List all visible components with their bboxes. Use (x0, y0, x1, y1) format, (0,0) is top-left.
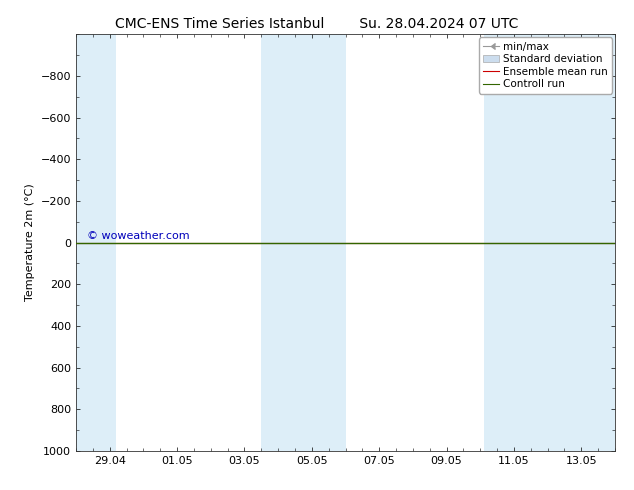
Bar (261, 34, 346, 451)
Legend: min/max, Standard deviation, Ensemble mean run, Controll run: min/max, Standard deviation, Ensemble me… (479, 37, 612, 94)
Text: CMC-ENS Time Series Istanbul        Su. 28.04.2024 07 UTC: CMC-ENS Time Series Istanbul Su. 28.04.2… (115, 17, 519, 31)
Bar (484, 34, 615, 451)
Y-axis label: Temperature 2m (°C): Temperature 2m (°C) (25, 184, 35, 301)
Text: © woweather.com: © woweather.com (87, 231, 190, 241)
Bar (76, 34, 117, 451)
